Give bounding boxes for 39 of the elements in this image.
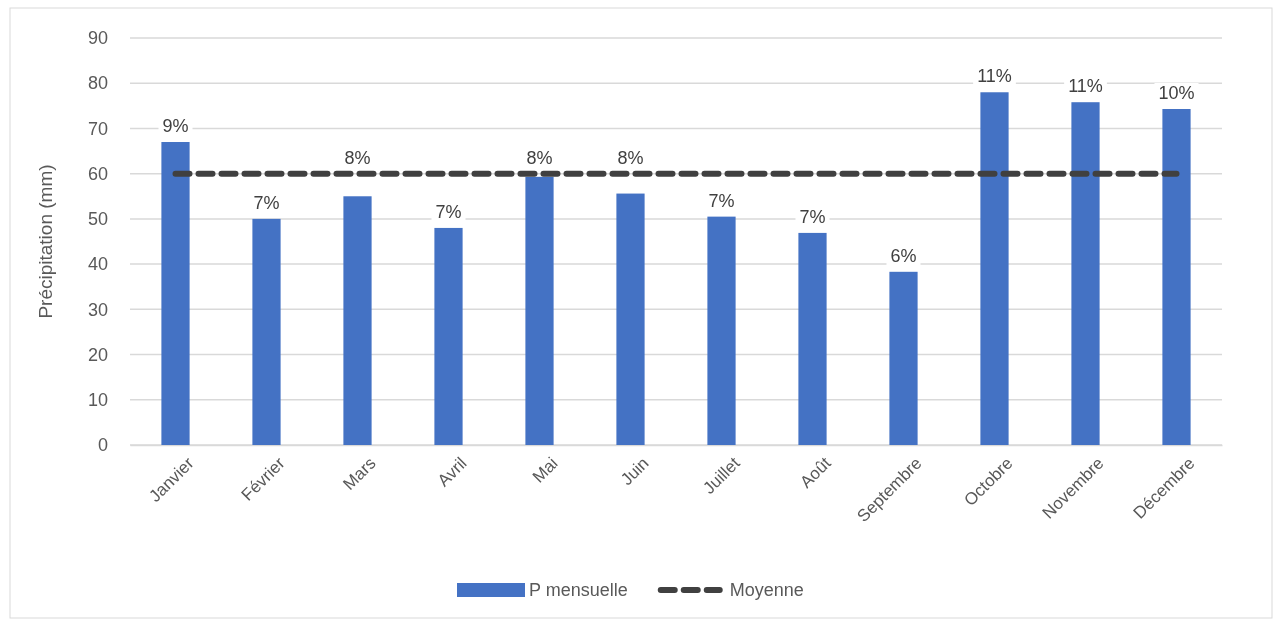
legend-label: P mensuelle — [529, 580, 628, 601]
annotation: 9% — [162, 116, 189, 137]
bar — [1162, 109, 1191, 445]
annotation: 11% — [1068, 76, 1103, 97]
legend-label: Moyenne — [729, 580, 804, 601]
bar — [1071, 102, 1100, 445]
annotation: 10% — [1158, 83, 1195, 103]
x-tick-label: Mai — [528, 453, 562, 487]
y-tick-label: 60 — [87, 163, 108, 184]
annotation: 8% — [344, 147, 371, 168]
bar — [161, 142, 190, 445]
annotation: 7% — [435, 201, 462, 222]
y-tick-label: 90 — [87, 28, 108, 49]
bar — [980, 92, 1009, 445]
annotation: 7% — [799, 206, 826, 227]
annotation: 7% — [708, 190, 735, 211]
bar — [252, 218, 281, 445]
y-tick-label: 40 — [87, 254, 108, 275]
bar — [889, 271, 918, 445]
y-tick-label: 70 — [87, 118, 108, 139]
y-axis-title: Précipitation (mm) — [35, 164, 56, 319]
y-tick-label: 80 — [87, 73, 108, 94]
bar — [707, 216, 736, 445]
y-tick-label: 50 — [87, 209, 108, 230]
annotation: 6% — [890, 245, 917, 266]
y-tick-label: 30 — [87, 299, 108, 320]
bar — [434, 227, 463, 445]
bar — [343, 196, 372, 445]
y-tick-label: 0 — [97, 435, 108, 456]
annotation: 11% — [977, 66, 1012, 87]
x-tick-label: Juin — [617, 453, 653, 490]
annotation: 8% — [526, 147, 553, 168]
bar — [616, 193, 645, 445]
annotation: 7% — [253, 192, 280, 213]
annotation: 8% — [617, 147, 644, 168]
bar — [525, 176, 554, 445]
y-tick-label: 20 — [87, 344, 108, 365]
bar — [798, 232, 827, 445]
y-tick-label: 10 — [87, 390, 108, 411]
